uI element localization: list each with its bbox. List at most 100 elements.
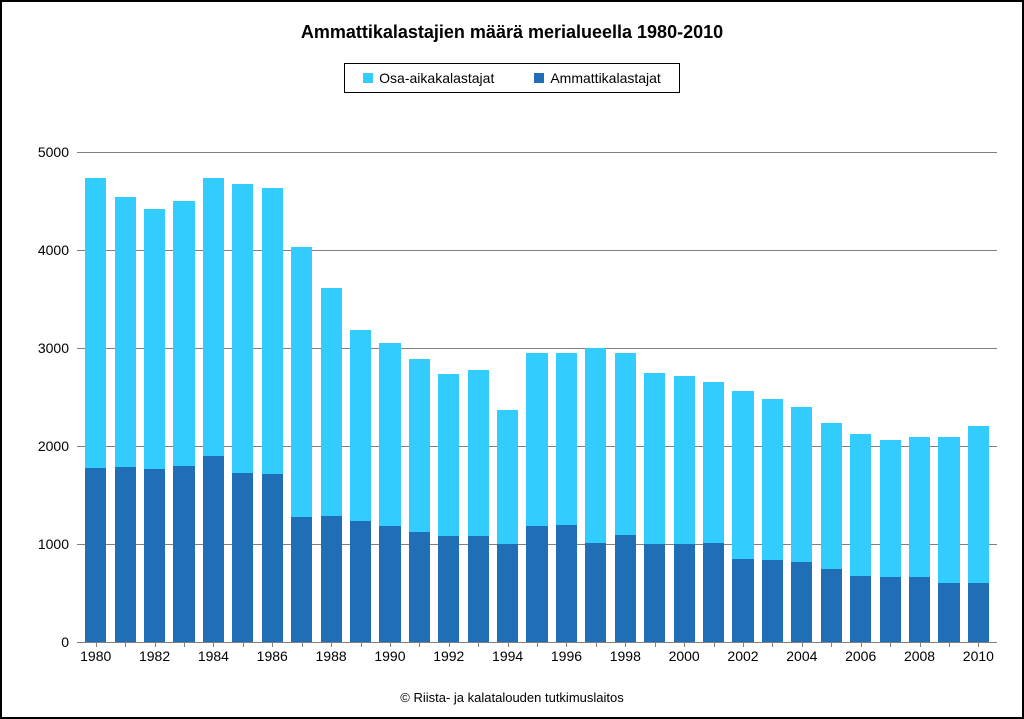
bar-segment-osa — [850, 434, 871, 576]
x-tick — [243, 642, 244, 647]
bar-segment-osa — [144, 209, 165, 469]
x-axis-label: 2008 — [904, 648, 935, 664]
bar-slot: 1986 — [258, 152, 287, 642]
bar — [262, 188, 283, 642]
bar-segment-osa — [732, 391, 753, 559]
x-axis-label: 1986 — [257, 648, 288, 664]
bar-slot: 1992 — [434, 152, 463, 642]
x-axis-label: 2002 — [727, 648, 758, 664]
x-tick — [96, 642, 97, 647]
bar-segment-ammatti — [438, 536, 459, 642]
bar — [762, 399, 783, 642]
y-axis-label: 2000 — [38, 438, 69, 454]
bar-slot: 1982 — [140, 152, 169, 642]
bar-slot: 2010 — [964, 152, 993, 642]
bar-segment-osa — [526, 353, 547, 526]
bar-segment-ammatti — [615, 535, 636, 642]
bar-segment-ammatti — [262, 474, 283, 642]
bar-slot — [817, 152, 846, 642]
bar — [232, 184, 253, 642]
x-tick — [566, 642, 567, 647]
chart-footer: © Riista- ja kalatalouden tutkimuslaitos — [2, 690, 1022, 705]
bar-segment-osa — [350, 330, 371, 521]
bar-segment-osa — [173, 201, 194, 466]
bar-segment-osa — [821, 423, 842, 568]
bar-slot — [640, 152, 669, 642]
bar-slot — [699, 152, 728, 642]
bar-slot: 1990 — [375, 152, 404, 642]
bar-segment-ammatti — [468, 536, 489, 642]
bar-segment-ammatti — [379, 526, 400, 642]
x-axis-label: 2006 — [845, 648, 876, 664]
bar-slot: 1994 — [493, 152, 522, 642]
x-axis-label: 1998 — [610, 648, 641, 664]
bar-segment-osa — [674, 376, 695, 544]
x-tick — [861, 642, 862, 647]
bar-slot: 2002 — [728, 152, 757, 642]
legend-item-ammatti: Ammattikalastajat — [534, 70, 660, 86]
bar-segment-osa — [880, 440, 901, 577]
x-axis-label: 1992 — [433, 648, 464, 664]
chart-title: Ammattikalastajien määrä merialueella 19… — [2, 2, 1022, 53]
bar-segment-osa — [468, 370, 489, 537]
bar-segment-osa — [644, 373, 665, 544]
legend: Osa-aikakalastajat Ammattikalastajat — [344, 63, 680, 93]
bar-segment-ammatti — [144, 469, 165, 642]
bar-segment-ammatti — [909, 577, 930, 642]
x-tick — [390, 642, 391, 647]
bar-slot — [875, 152, 904, 642]
plot-area: 0100020003000400050001980198219841986198… — [77, 152, 997, 642]
bar-segment-osa — [203, 178, 224, 455]
x-axis-label: 1990 — [374, 648, 405, 664]
bar — [909, 437, 930, 642]
bar-slot: 2000 — [669, 152, 698, 642]
bar — [379, 343, 400, 642]
bar-segment-osa — [703, 382, 724, 543]
bar — [321, 288, 342, 642]
x-tick — [978, 642, 979, 647]
x-tick — [949, 642, 950, 647]
bar-segment-osa — [938, 437, 959, 583]
bar-slot: 1984 — [199, 152, 228, 642]
bar — [703, 382, 724, 642]
y-axis-label: 5000 — [38, 144, 69, 160]
x-axis-label: 2000 — [669, 648, 700, 664]
x-tick — [184, 642, 185, 647]
x-tick — [331, 642, 332, 647]
bar-slot: 2004 — [787, 152, 816, 642]
bar-segment-ammatti — [321, 516, 342, 642]
x-axis-label: 1994 — [492, 648, 523, 664]
bar-segment-ammatti — [850, 576, 871, 642]
bar — [438, 374, 459, 643]
bar-segment-osa — [438, 374, 459, 537]
bar-segment-osa — [232, 184, 253, 473]
x-tick — [596, 642, 597, 647]
x-tick — [890, 642, 891, 647]
bar — [350, 330, 371, 642]
bar-segment-ammatti — [232, 473, 253, 642]
bar-segment-osa — [321, 288, 342, 515]
bar-slot: 1980 — [81, 152, 110, 642]
bar — [203, 178, 224, 642]
bar-segment-osa — [909, 437, 930, 577]
bar-segment-ammatti — [85, 468, 106, 642]
bar-segment-osa — [379, 343, 400, 526]
bar-segment-ammatti — [732, 559, 753, 642]
bar — [615, 353, 636, 642]
legend-swatch-osa — [363, 73, 373, 83]
bar-segment-ammatti — [173, 466, 194, 642]
bar — [115, 197, 136, 642]
bar — [173, 201, 194, 642]
x-axis-label: 2004 — [786, 648, 817, 664]
bar-segment-ammatti — [938, 583, 959, 642]
bar-segment-ammatti — [880, 577, 901, 642]
x-tick — [743, 642, 744, 647]
x-tick — [508, 642, 509, 647]
bars-row: 1980198219841986198819901992199419961998… — [77, 152, 997, 642]
bar-slot: 1996 — [552, 152, 581, 642]
bar-segment-osa — [409, 359, 430, 532]
y-axis-label: 4000 — [38, 242, 69, 258]
chart-container: Ammattikalastajien määrä merialueella 19… — [0, 0, 1024, 719]
bar-slot: 2006 — [846, 152, 875, 642]
bar-slot: 1988 — [316, 152, 345, 642]
